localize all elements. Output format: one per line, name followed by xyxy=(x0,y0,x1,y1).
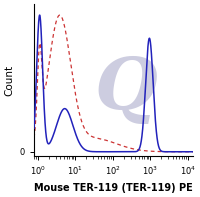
X-axis label: Mouse TER-119 (TER-119) PE: Mouse TER-119 (TER-119) PE xyxy=(34,183,193,193)
Text: Q: Q xyxy=(95,54,158,125)
Y-axis label: Count: Count xyxy=(4,64,14,96)
